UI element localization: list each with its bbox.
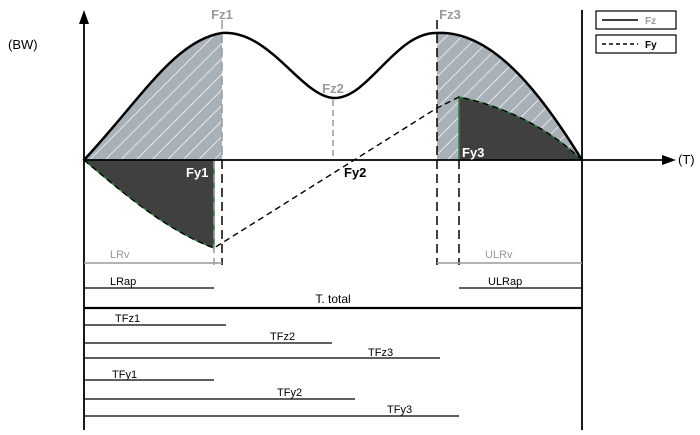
tfy2-label: TFy2 (277, 387, 302, 399)
fy3-label: Fy3 (462, 145, 484, 160)
y-axis-arrow (79, 10, 89, 24)
tfy3-label: TFy3 (387, 404, 412, 416)
fz-curve (83, 31, 584, 161)
legend-fy-label: Fy (645, 40, 657, 51)
lrap-label: LRap (110, 276, 136, 288)
fz1-hatched-area (84, 33, 222, 160)
fy2-label: Fy2 (344, 165, 366, 180)
tfz3-label: TFz3 (368, 347, 393, 359)
lrv-label: LRv (110, 249, 130, 261)
y-axis-label: (BW) (8, 37, 38, 52)
t-total-label: T. total (315, 292, 350, 306)
fz3-label: Fz3 (439, 7, 461, 22)
ulrv-label: ULRv (485, 249, 513, 261)
tfy1-label: TFy1 (112, 369, 137, 381)
fz2-label: Fz2 (322, 81, 344, 96)
fz1-label: Fz1 (211, 7, 233, 22)
fy1-label: Fy1 (186, 165, 208, 180)
ulrap-label: ULRap (488, 276, 522, 288)
legend-fz-label: Fz (645, 16, 656, 27)
x-axis-label: (T) (678, 152, 695, 167)
x-axis-arrow (662, 155, 676, 165)
tfz1-label: TFz1 (115, 313, 140, 325)
legend: Fz Fy (595, 10, 677, 54)
tfz2-label: TFz2 (270, 331, 295, 343)
